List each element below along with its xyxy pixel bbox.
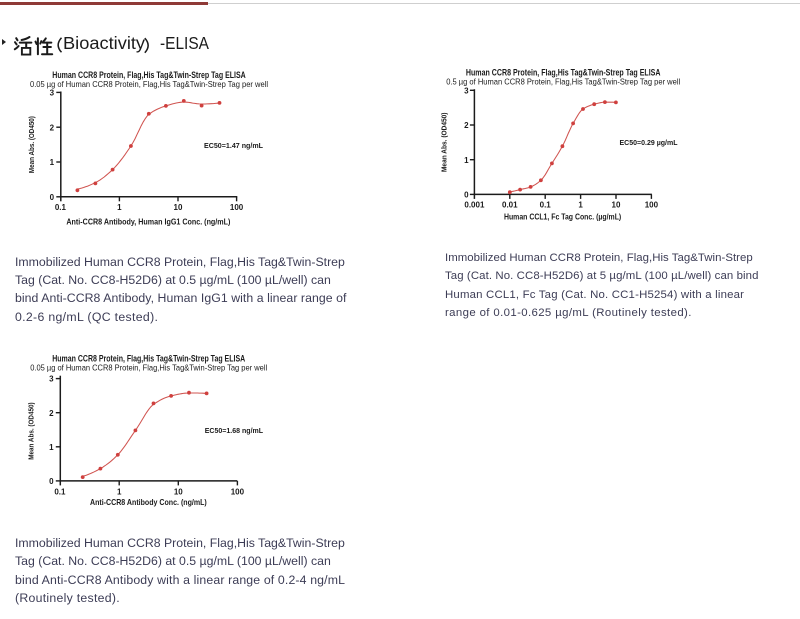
svg-text:2: 2 xyxy=(464,121,469,130)
svg-text:1: 1 xyxy=(49,443,54,452)
svg-text:0.1: 0.1 xyxy=(54,487,66,496)
svg-text:Mean Abs. (OD450): Mean Abs. (OD450) xyxy=(27,402,36,460)
svg-text:Mean Abs. (OD450): Mean Abs. (OD450) xyxy=(27,116,36,173)
svg-text:Human CCR8 Protein, Flag,His T: Human CCR8 Protein, Flag,His Tag&Twin-St… xyxy=(52,353,245,363)
svg-text:1: 1 xyxy=(117,487,122,496)
svg-text:10: 10 xyxy=(612,201,621,210)
svg-text:Human CCR8 Protein, Flag,His T: Human CCR8 Protein, Flag,His Tag&Twin-St… xyxy=(52,70,246,80)
svg-text:1: 1 xyxy=(117,203,122,212)
svg-text:0: 0 xyxy=(464,191,469,200)
svg-text:3: 3 xyxy=(464,86,469,95)
svg-text:100: 100 xyxy=(230,203,244,212)
svg-text:10: 10 xyxy=(174,203,183,212)
svg-text:0.001: 0.001 xyxy=(464,201,485,210)
svg-text:10: 10 xyxy=(174,487,183,496)
svg-text:1: 1 xyxy=(50,158,55,167)
svg-text:EC50=1.47 ng/mL: EC50=1.47 ng/mL xyxy=(204,141,263,150)
svg-text:EC50=1.68 ng/mL: EC50=1.68 ng/mL xyxy=(205,426,264,435)
svg-text:1: 1 xyxy=(578,201,583,210)
svg-text:Human CCL1, Fc Tag Conc. (µg/m: Human CCL1, Fc Tag Conc. (µg/mL) xyxy=(504,212,621,222)
svg-text:0.05 µg of Human CCR8 Protein,: 0.05 µg of Human CCR8 Protein, Flag,His … xyxy=(30,362,267,372)
svg-text:2: 2 xyxy=(49,409,54,418)
svg-text:0.05 µg of Human CCR8 Protein,: 0.05 µg of Human CCR8 Protein, Flag,His … xyxy=(30,79,268,89)
svg-text:3: 3 xyxy=(49,375,54,384)
svg-text:0.1: 0.1 xyxy=(55,203,67,212)
svg-text:2: 2 xyxy=(50,123,55,132)
svg-text:100: 100 xyxy=(645,201,659,210)
svg-text:Anti-CCR8 Antibody, Human IgG1: Anti-CCR8 Antibody, Human IgG1 Conc. (ng… xyxy=(66,217,230,227)
svg-text:1: 1 xyxy=(464,156,469,165)
svg-text:0.1: 0.1 xyxy=(540,201,552,210)
svg-text:0.01: 0.01 xyxy=(502,201,518,210)
svg-text:0: 0 xyxy=(49,477,54,486)
svg-text:0.5 µg of Human CCR8 Protein,: 0.5 µg of Human CCR8 Protein, Flag,His T… xyxy=(446,77,680,87)
svg-text:3: 3 xyxy=(50,89,55,98)
svg-text:100: 100 xyxy=(231,487,245,496)
svg-text:0: 0 xyxy=(50,193,55,202)
svg-text:EC50=0.29 µg/mL: EC50=0.29 µg/mL xyxy=(620,138,678,147)
svg-text:Anti-CCR8 Antibody Conc. (ng/m: Anti-CCR8 Antibody Conc. (ng/mL) xyxy=(90,497,207,507)
svg-text:Mean Abs. (OD450): Mean Abs. (OD450) xyxy=(440,112,449,172)
svg-text:Human CCR8 Protein, Flag,His T: Human CCR8 Protein, Flag,His Tag&Twin-St… xyxy=(466,68,661,78)
